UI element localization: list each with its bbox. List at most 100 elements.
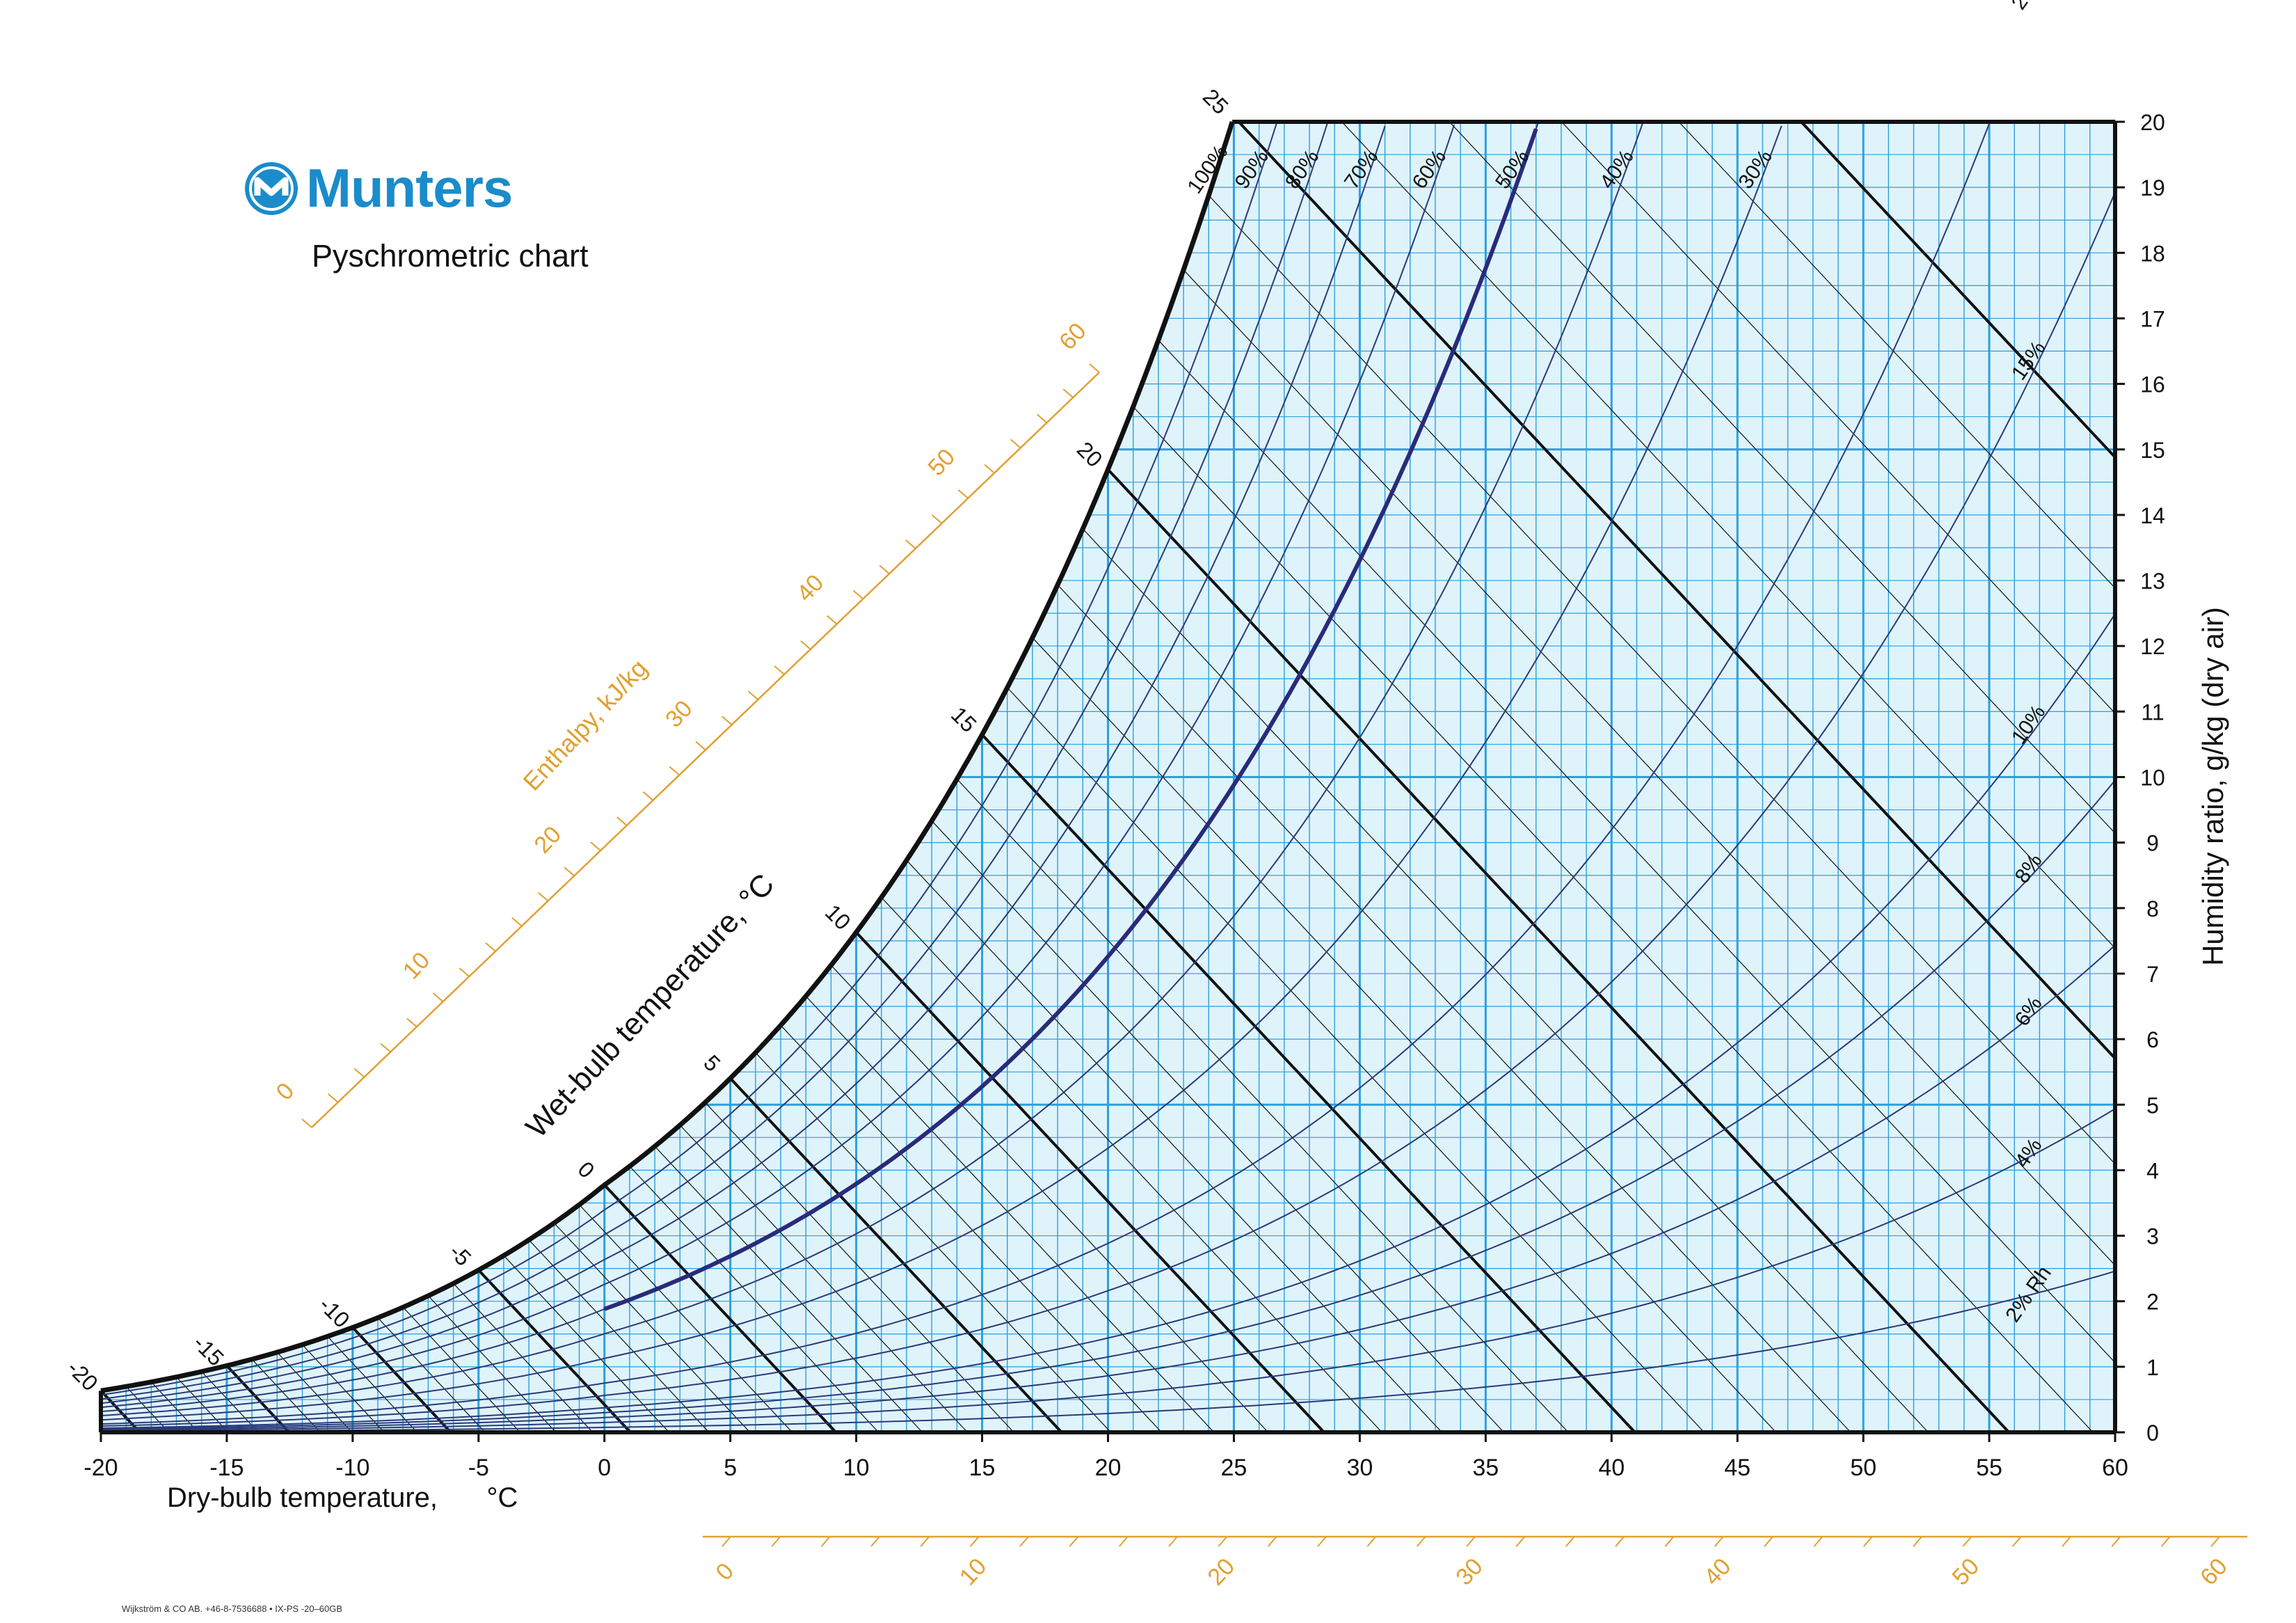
enthalpy-tick: [800, 640, 811, 650]
enthalpy-tick: [747, 690, 759, 700]
rh-curve: [101, 779, 2115, 1430]
enthalpy-bottom-tick: [1664, 1536, 1675, 1547]
enthalpy-bottom-label: 50: [1947, 1553, 1984, 1591]
enthalpy-tick: [1010, 438, 1021, 449]
munters-logo: Munters: [244, 157, 513, 220]
enthalpy-bottom-tick: [820, 1536, 831, 1547]
wetbulb-line: [603, 1184, 837, 1432]
enthalpy-bottom-tick: [1515, 1536, 1526, 1547]
enthalpy-tick: [852, 589, 864, 600]
wetbulb-line: [553, 1222, 751, 1432]
enthalpy-bottom-tick: [870, 1536, 880, 1547]
enthalpy-tick: [328, 1093, 339, 1103]
rh-curve: [101, 124, 1456, 1409]
enthalpy-tick: [485, 942, 496, 952]
enthalpy-bottom-tick: [1019, 1536, 1029, 1547]
x-tick-label: -20: [83, 1455, 118, 1481]
y-tick-label: 11: [2141, 699, 2164, 725]
wetbulb-line: [503, 1255, 670, 1432]
y-tick-label: 16: [2140, 372, 2165, 397]
enthalpy-tick: [957, 489, 968, 499]
wetbulb-line: [377, 1317, 486, 1432]
enthalpy-bottom-tick: [1714, 1536, 1724, 1547]
enthalpy-bottom-tick: [2111, 1536, 2121, 1547]
wetbulb-line: [402, 1306, 520, 1432]
x-tick-label: 15: [969, 1455, 996, 1481]
enthalpy-tick-label: 40: [792, 569, 829, 607]
x-tick-label: 5: [724, 1455, 737, 1481]
wetbulb-line: [1232, 122, 2115, 1432]
enthalpy-bottom-tick: [1615, 1536, 1625, 1547]
enthalpy-tick: [590, 841, 601, 851]
enthalpy-bottom-tick: [1218, 1536, 1228, 1547]
enthalpy-bottom-tick: [2062, 1536, 2071, 1547]
x-tick-label: 10: [843, 1455, 870, 1481]
enthalpy-bottom-label: 40: [1699, 1553, 1737, 1591]
x-tick-label: 25: [1221, 1455, 1247, 1481]
enthalpy-bottom-tick: [722, 1536, 731, 1547]
enthalpy-bottom-tick: [1317, 1536, 1327, 1547]
enthalpy-bottom-tick: [1069, 1536, 1079, 1547]
wetbulb-line: [1133, 406, 2094, 1432]
y-tick-label: 6: [2146, 1027, 2159, 1052]
rh-curve: [101, 122, 1279, 1396]
enthalpy-tick-label: 30: [660, 695, 698, 733]
y-axis-label: Humidity ratio, g/kg (dry air): [2197, 607, 2229, 966]
y-tick-label: 9: [2146, 831, 2159, 856]
enthalpy-tick: [1062, 388, 1074, 398]
enthalpy-bottom-tick: [2210, 1536, 2220, 1547]
rh-curve: [101, 1108, 2115, 1432]
x-tick-label: 50: [1850, 1455, 1876, 1481]
enthalpy-tick-label: 60: [1054, 318, 1092, 356]
enthalpy-tick: [984, 464, 995, 474]
enthalpy-tick: [301, 1118, 312, 1128]
wetbulb-tick-label: 5: [699, 1050, 725, 1077]
y-tick-label: 13: [2140, 569, 2165, 594]
saturation-curve: [100, 120, 1235, 1393]
y-tick-label: 15: [2140, 438, 2165, 463]
wetbulb-tick-label: 20: [1072, 437, 1108, 473]
rh-curve: [101, 122, 1644, 1417]
wetbulb-line: [1007, 687, 1705, 1432]
y-tick-label: 10: [2140, 766, 2165, 791]
wetbulb-tick-label: 0: [573, 1157, 600, 1183]
enthalpy-tick: [433, 992, 444, 1002]
enthalpy-bottom-tick: [1267, 1536, 1277, 1547]
wetbulb-tick-label: -20: [63, 1355, 103, 1395]
y-tick-label: 8: [2146, 896, 2159, 921]
enthalpy-tick: [511, 917, 523, 927]
enthalpy-tick-label: 10: [398, 947, 436, 985]
wetbulb-tick-label: -5: [445, 1239, 477, 1271]
wetbulb-line: [981, 734, 1636, 1432]
y-tick-label: 19: [2140, 175, 2165, 200]
x-tick-label: 45: [1724, 1455, 1751, 1481]
enthalpy-bottom-tick: [1565, 1536, 1575, 1547]
wetbulb-line: [855, 931, 1325, 1432]
highlight-rh-curve: [603, 128, 1538, 1311]
wetbulb-line: [1107, 468, 2010, 1432]
y-tick-label: 20: [2140, 110, 2165, 135]
wetbulb-line: [755, 1052, 1111, 1432]
wetbulb-tick-label: 10: [820, 900, 856, 935]
enthalpy-tick: [774, 665, 785, 675]
y-tick-label: 14: [2140, 503, 2165, 528]
x-tick-label: 35: [1472, 1455, 1499, 1481]
enthalpy-bottom-tick: [1366, 1536, 1377, 1547]
enthalpy-bottom-label: 10: [955, 1553, 992, 1591]
x-tick-label: 20: [1095, 1455, 1122, 1481]
enthalpy-bottom-tick: [969, 1536, 980, 1547]
y-tick-label: 0: [2146, 1420, 2159, 1446]
wetbulb-line: [780, 1024, 1162, 1432]
enthalpy-bottom-tick: [920, 1536, 930, 1547]
enthalpy-tick: [1036, 413, 1048, 424]
rh-curve: [101, 125, 1386, 1404]
y-tick-label: 12: [2140, 634, 2165, 659]
enthalpy-tick: [905, 539, 916, 549]
enthalpy-tick: [459, 967, 470, 977]
enthalpy-bottom-tick: [1416, 1536, 1426, 1547]
enthalpy-bottom-tick: [1466, 1536, 1476, 1547]
y-tick-label: 4: [2146, 1158, 2159, 1183]
enthalpy-bottom-tick: [771, 1536, 781, 1547]
enthalpy-tick: [642, 791, 654, 801]
